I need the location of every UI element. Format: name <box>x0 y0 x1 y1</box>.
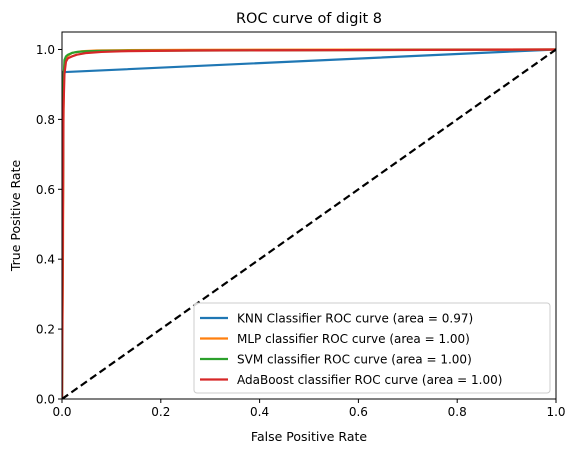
legend-label-0: KNN Classifier ROC curve (area = 0.97) <box>237 312 473 326</box>
x-axis-ticks: 0.0 0.2 0.4 0.6 0.8 1.0 <box>52 399 565 419</box>
x-tick-label: 0.8 <box>448 405 467 419</box>
y-tick-label: 1.0 <box>36 43 55 57</box>
y-tick-label: 0.6 <box>36 183 55 197</box>
y-axis-ticks: 0.0 0.2 0.4 0.6 0.8 1.0 <box>36 43 62 407</box>
legend: KNN Classifier ROC curve (area = 0.97) ML… <box>194 303 550 393</box>
legend-label-1: MLP classifier ROC curve (area = 1.00) <box>237 332 470 346</box>
x-tick-label: 0.6 <box>349 405 368 419</box>
x-tick-label: 0.4 <box>250 405 269 419</box>
y-tick-label: 0.2 <box>36 323 55 337</box>
y-tick-label: 0.0 <box>36 393 55 407</box>
chart-title: ROC curve of digit 8 <box>236 11 382 27</box>
y-tick-label: 0.4 <box>36 253 55 267</box>
x-tick-label: 1.0 <box>546 405 565 419</box>
x-axis-label: False Positive Rate <box>251 429 367 444</box>
y-axis-label: True Positive Rate <box>8 160 23 273</box>
legend-label-3: AdaBoost classifier ROC curve (area = 1.… <box>237 373 502 387</box>
x-tick-label: 0.2 <box>151 405 170 419</box>
y-tick-label: 0.8 <box>36 113 55 127</box>
legend-label-2: SVM classifier ROC curve (area = 1.00) <box>237 353 472 367</box>
x-tick-label: 0.0 <box>52 405 71 419</box>
